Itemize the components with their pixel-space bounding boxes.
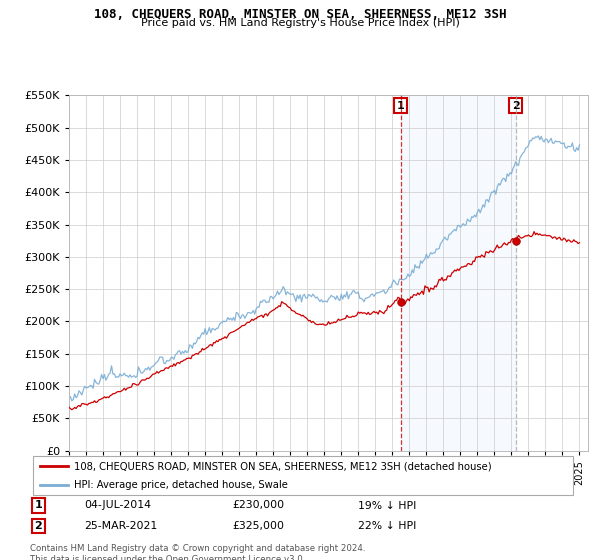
Text: 2: 2: [34, 521, 42, 531]
Text: 2: 2: [512, 101, 520, 110]
Text: 1: 1: [397, 101, 404, 110]
Text: 04-JUL-2014: 04-JUL-2014: [85, 501, 152, 511]
Text: 22% ↓ HPI: 22% ↓ HPI: [358, 521, 416, 531]
Text: 108, CHEQUERS ROAD, MINSTER ON SEA, SHEERNESS, ME12 3SH (detached house): 108, CHEQUERS ROAD, MINSTER ON SEA, SHEE…: [74, 461, 491, 471]
FancyBboxPatch shape: [33, 456, 573, 495]
Text: 1: 1: [34, 501, 42, 511]
Text: 108, CHEQUERS ROAD, MINSTER ON SEA, SHEERNESS, ME12 3SH: 108, CHEQUERS ROAD, MINSTER ON SEA, SHEE…: [94, 8, 506, 21]
Text: £230,000: £230,000: [232, 501, 284, 511]
Text: 25-MAR-2021: 25-MAR-2021: [85, 521, 158, 531]
Text: HPI: Average price, detached house, Swale: HPI: Average price, detached house, Swal…: [74, 480, 287, 489]
Text: Contains HM Land Registry data © Crown copyright and database right 2024.
This d: Contains HM Land Registry data © Crown c…: [30, 544, 365, 560]
Text: Price paid vs. HM Land Registry's House Price Index (HPI): Price paid vs. HM Land Registry's House …: [140, 18, 460, 29]
Bar: [401, 95, 515, 451]
Text: 19% ↓ HPI: 19% ↓ HPI: [358, 501, 416, 511]
Text: £325,000: £325,000: [232, 521, 284, 531]
